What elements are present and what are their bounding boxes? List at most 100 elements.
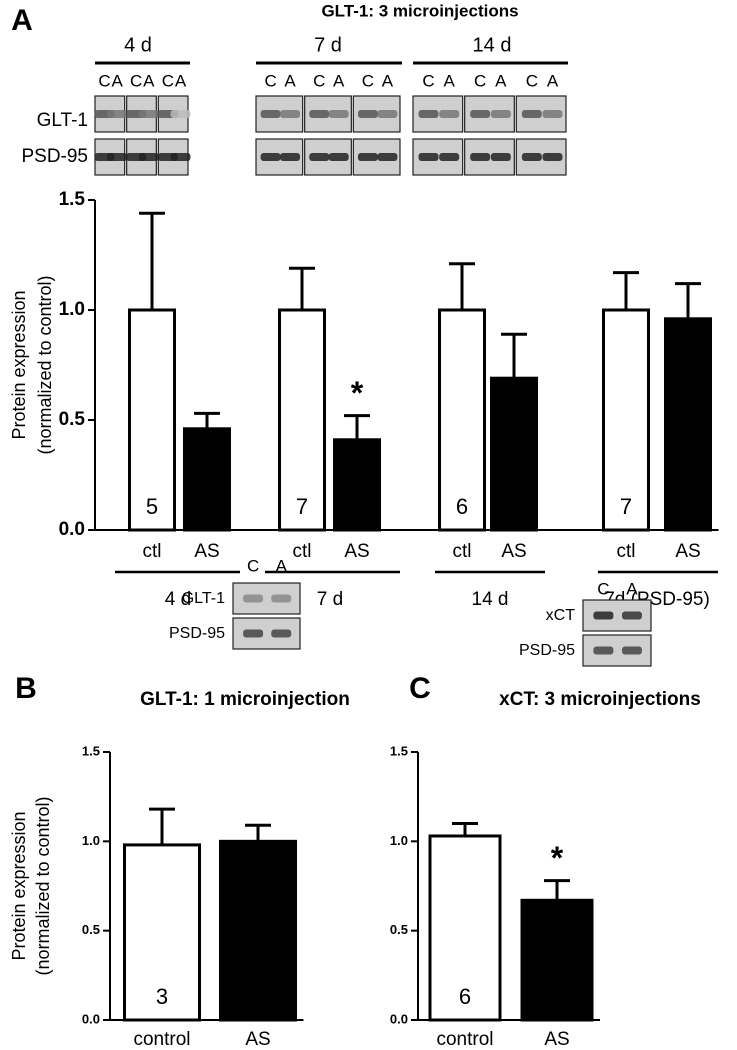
blot-group-label: 7 d [314,34,342,56]
significance-mark: * [351,375,364,411]
blot-band [542,110,563,118]
bar [278,308,326,532]
y-tick-label: 1.5 [82,743,100,758]
blot-band [377,110,398,118]
blot-band [309,153,330,161]
lane-label: C [247,556,259,575]
sample-size: 5 [146,494,158,519]
lane-label: A [443,71,455,90]
y-tick-label: 0.5 [82,922,100,937]
lane-label: A [143,71,155,90]
lane-label: C [162,71,174,90]
panel-letter: C [409,672,431,705]
y-tick-label: 1.5 [59,189,86,210]
x-tick-label: ctl [293,541,312,562]
blot-band [107,110,128,118]
x-tick-label: AS [194,541,219,562]
blot-band [138,153,159,161]
sample-size: 6 [508,494,520,519]
lane-label: C [526,71,538,90]
bar [219,839,297,1022]
y-tick-label: 0.0 [390,1011,408,1026]
bar [520,898,594,1022]
lane-label: C [98,71,110,90]
x-tick-label: ctl [143,541,162,562]
y-tick-label: 0.0 [59,519,85,540]
blot-band [243,629,264,638]
blot-row-label: GLT-1 [37,110,88,131]
blot-band [280,153,301,161]
blot-band [521,110,542,118]
blot-band [260,153,281,161]
blot-row-label: xCT [546,607,576,624]
x-tick-label: ctl [617,541,636,562]
blot-row-label: PSD-95 [169,625,225,642]
y-tick-label: 0.5 [59,409,86,430]
blot-band [309,110,330,118]
chart-title: GLT-1: 3 microinjections [321,1,518,20]
blot-band [280,110,301,118]
sample-size: 6 [459,984,471,1009]
blot-band [621,646,642,655]
y-axis-label: (normalized to control) [35,275,55,454]
blot-band [357,153,378,161]
bar [428,834,502,1022]
x-tick-label: AS [501,541,526,562]
y-tick-label: 1.0 [82,833,100,848]
y-tick-label: 1.0 [59,299,85,320]
sample-size: 7 [351,494,363,519]
blot-band [260,110,281,118]
blot-row-label: GLT-1 [182,590,225,607]
lane-label: A [175,71,187,90]
chart-title: GLT-1: 1 microinjection [140,689,350,710]
blot-band [328,153,349,161]
x-tick-label: ctl [453,541,472,562]
blot-band [490,153,511,161]
bar [123,843,201,1022]
blot-band [439,153,460,161]
blot-band [593,611,614,620]
blot-band [621,611,642,620]
y-tick-label: 1.0 [390,833,408,848]
blot-band [107,153,128,161]
blot-band [470,153,491,161]
x-tick-label: control [133,1029,190,1050]
lane-label: A [333,71,345,90]
blot-band [271,629,292,638]
sample-size: 6 [456,494,468,519]
blot-group-label: 4 d [124,34,152,56]
lane-label: C [264,71,276,90]
lane-label: C [362,71,374,90]
y-tick-label: 0.5 [390,922,408,937]
blot-band [170,110,191,118]
lane-label: C [130,71,142,90]
blot-band [138,110,159,118]
y-axis-label: Protein expression [9,811,29,960]
x-tick-label: control [436,1029,493,1050]
x-tick-label: AS [544,1029,569,1050]
x-tick-label: AS [675,541,700,562]
y-tick-label: 0.0 [82,1011,100,1026]
lane-label: A [276,556,288,575]
blot-band [357,110,378,118]
lane-label: A [382,71,394,90]
bar [490,376,538,532]
x-tick-label: AS [344,541,369,562]
significance-mark: * [551,840,564,876]
blot-band [170,153,191,161]
blot-band [418,110,439,118]
blot-band [542,153,563,161]
sample-size: 7 [296,494,308,519]
sample-size: 6 [551,984,563,1009]
blot-band [490,110,511,118]
sample-size: 3 [156,984,168,1009]
blot-band [271,594,292,603]
blot-band [521,153,542,161]
lane-label: A [111,71,123,90]
blot-band [470,110,491,118]
lane-label: A [626,579,638,598]
y-tick-label: 1.5 [390,743,408,758]
lane-label: A [284,71,296,90]
group-label: 14 d [472,589,509,610]
